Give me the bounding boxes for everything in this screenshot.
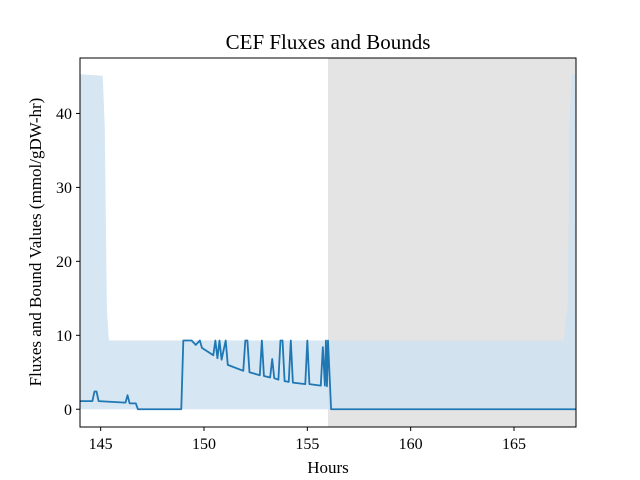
y-tick-label-10: 10 — [56, 328, 72, 345]
x-tick-label-150: 150 — [192, 436, 216, 453]
y-tick-label-0: 0 — [64, 402, 72, 419]
y-tick-label-40: 40 — [56, 106, 72, 123]
x-tick-label-155: 155 — [295, 436, 319, 453]
y-axis-label: Fluxes and Bound Values (mmol/gDW-hr) — [26, 98, 45, 387]
y-tick-label-20: 20 — [56, 254, 72, 271]
plot-area — [80, 58, 576, 427]
y-tick-label-30: 30 — [56, 180, 72, 197]
axes-frame — [79, 57, 577, 428]
axes: 145 150 155 160 165 0 10 20 30 40 — [56, 57, 577, 453]
x-tick-label-160: 160 — [399, 436, 423, 453]
chart-title: CEF Fluxes and Bounds — [226, 30, 431, 54]
x-axis-label: Hours — [307, 458, 349, 477]
x-tick-label-145: 145 — [89, 436, 113, 453]
x-tick-label-165: 165 — [502, 436, 526, 453]
flux-series-line-0 — [80, 339, 576, 411]
